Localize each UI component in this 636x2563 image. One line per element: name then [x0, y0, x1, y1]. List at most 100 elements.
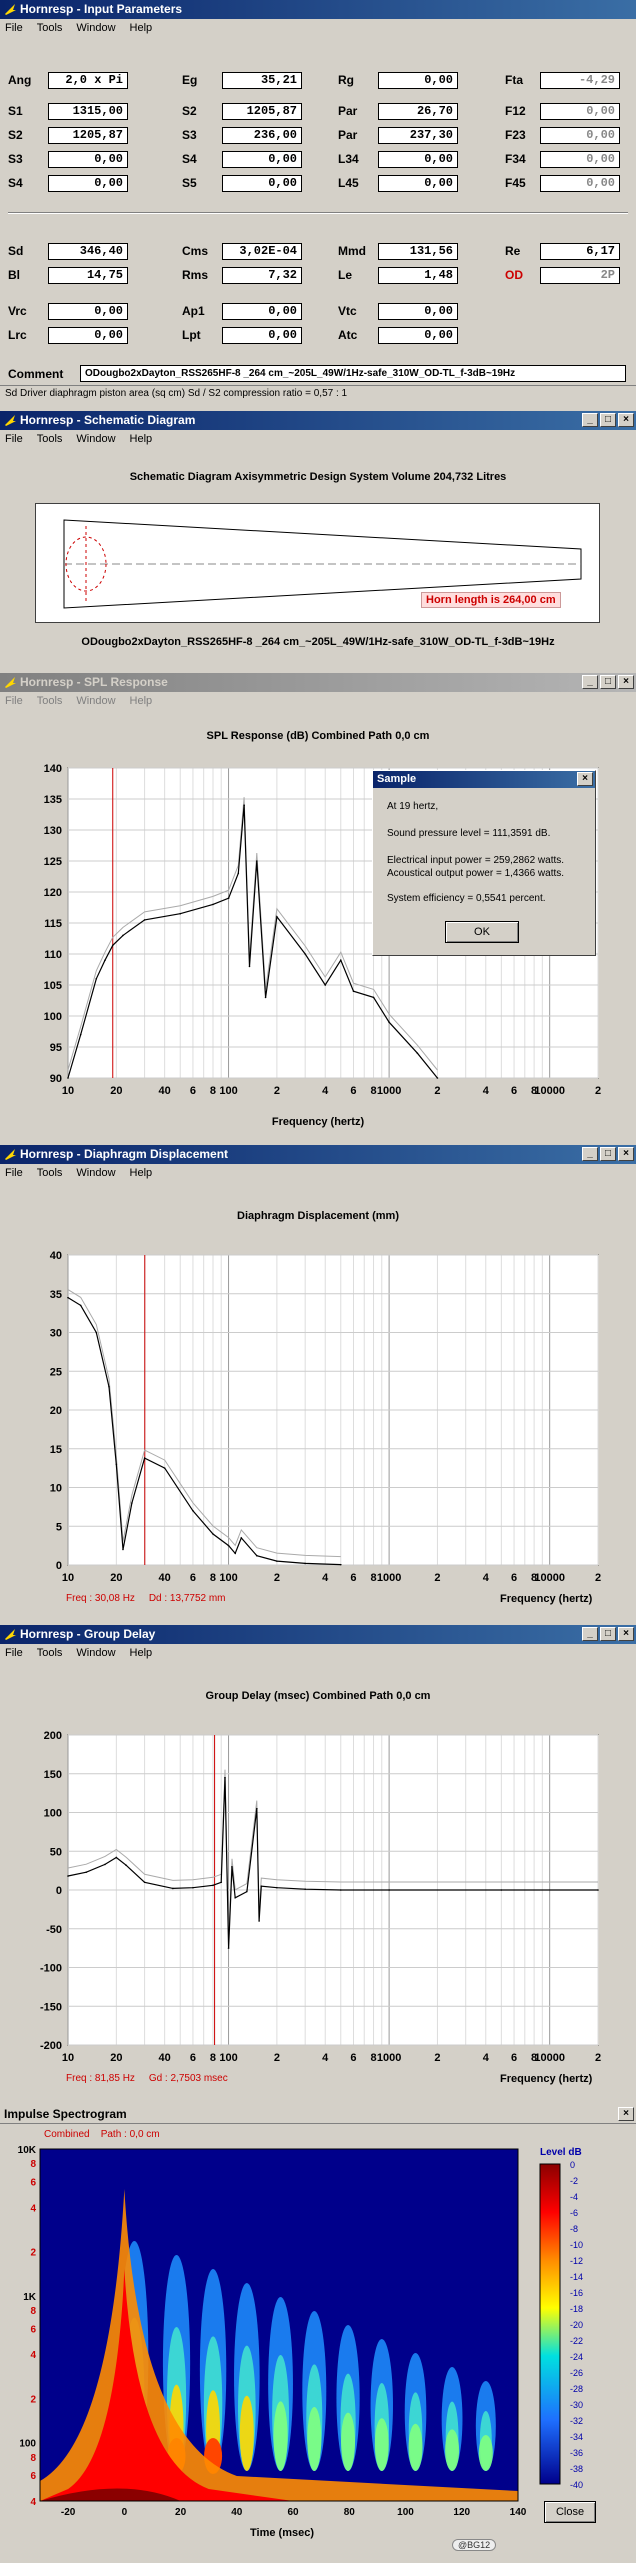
minimize-button[interactable]: _: [582, 675, 598, 689]
legend-tick-label: -16: [570, 2288, 583, 2298]
legend-tick-label: -38: [570, 2464, 583, 2474]
menu-window[interactable]: Window: [76, 1167, 116, 1179]
param-field[interactable]: 0,00: [540, 175, 620, 192]
param-field[interactable]: 0,00: [540, 151, 620, 168]
maximize-button[interactable]: □: [600, 675, 616, 689]
menu-tools[interactable]: Tools: [36, 1167, 63, 1179]
data-point: [227, 897, 230, 899]
param-field[interactable]: 0,00: [48, 303, 128, 320]
param-field[interactable]: 0,00: [540, 103, 620, 120]
param-field[interactable]: 1315,00: [48, 103, 128, 120]
param-field[interactable]: 0,00: [222, 303, 302, 320]
param-field[interactable]: 0,00: [222, 175, 302, 192]
param-field[interactable]: 0,00: [378, 72, 458, 89]
param-field[interactable]: 1205,87: [222, 103, 302, 120]
param-field[interactable]: 2,0 x Pi: [48, 72, 128, 89]
param-field[interactable]: 1205,87: [48, 127, 128, 144]
close-button[interactable]: ×: [618, 1627, 634, 1641]
menu-tools[interactable]: Tools: [36, 695, 63, 707]
x-tick-label: 6: [350, 2052, 356, 2064]
dialog-close-button[interactable]: ×: [577, 772, 593, 786]
y-tick-label: 25: [50, 1366, 62, 1378]
param-field[interactable]: 26,70: [378, 103, 458, 120]
menu-window[interactable]: Window: [76, 1647, 116, 1659]
param-field[interactable]: 346,40: [48, 243, 128, 260]
minimize-button[interactable]: _: [582, 1627, 598, 1641]
minimize-button[interactable]: _: [582, 413, 598, 427]
param-field[interactable]: 35,21: [222, 72, 302, 89]
param-field[interactable]: 236,00: [222, 127, 302, 144]
comment-field[interactable]: ODougbo2xDayton_RSS265HF-8 _264 cm_~205L…: [80, 365, 626, 382]
param-field[interactable]: 0,00: [378, 327, 458, 344]
menu-bar: File Tools Window Help: [0, 1164, 636, 1183]
maximize-button[interactable]: □: [600, 1627, 616, 1641]
param-field[interactable]: 0,00: [378, 303, 458, 320]
param-field[interactable]: 1,48: [378, 267, 458, 284]
menu-file[interactable]: File: [5, 433, 23, 445]
x-tick-label: 40: [231, 2507, 243, 2518]
param-field[interactable]: 7,32: [222, 267, 302, 284]
param-field[interactable]: 14,75: [48, 267, 128, 284]
menu-window[interactable]: Window: [76, 22, 116, 34]
x-tick-label: 6: [190, 1085, 196, 1097]
param-field[interactable]: 0,00: [540, 127, 620, 144]
close-button[interactable]: ×: [618, 1147, 634, 1161]
menu-help[interactable]: Help: [129, 433, 153, 445]
y-tick-label: 8: [30, 2453, 36, 2464]
y-tick-label: 105: [44, 980, 62, 992]
spectrogram-subtitle: Combined Path : 0,0 cm: [44, 2129, 160, 2140]
close-spectrogram-button[interactable]: Close: [544, 2501, 596, 2523]
x-tick-label: 2: [595, 2052, 601, 2064]
param-field[interactable]: 0,00: [378, 175, 458, 192]
menu-help[interactable]: Help: [129, 695, 153, 707]
menu-window[interactable]: Window: [76, 695, 116, 707]
menu-tools[interactable]: Tools: [36, 22, 63, 34]
legend-tick-label: -10: [570, 2240, 583, 2250]
param-field[interactable]: 131,56: [378, 243, 458, 260]
data-point: [67, 1296, 69, 1299]
menu-file[interactable]: File: [5, 22, 23, 34]
param-field[interactable]: -4,29: [540, 72, 620, 89]
menu-file[interactable]: File: [5, 1167, 23, 1179]
ok-button[interactable]: OK: [445, 921, 519, 943]
close-button[interactable]: ×: [618, 675, 634, 689]
y-tick-label: 100: [44, 1808, 62, 1820]
data-point: [231, 1865, 233, 1868]
param-field[interactable]: 3,02E-04: [222, 243, 302, 260]
menu-help[interactable]: Help: [129, 22, 153, 34]
param-field[interactable]: 0,00: [378, 151, 458, 168]
horn-length-label: Horn length is 264,00 cm: [421, 592, 561, 608]
param-field[interactable]: 0,00: [222, 151, 302, 168]
data-point: [276, 1560, 278, 1562]
data-point: [352, 990, 355, 992]
menu-help[interactable]: Help: [129, 1167, 153, 1179]
x-tick-label: 40: [159, 1085, 171, 1097]
param-field[interactable]: 0,00: [48, 175, 128, 192]
spectrogram-window: Impulse Spectrogram × Combined Path : 0,…: [0, 2105, 636, 2563]
minimize-button[interactable]: _: [582, 1147, 598, 1161]
param-field[interactable]: 237,30: [378, 127, 458, 144]
param-field[interactable]: 2P: [540, 267, 620, 284]
menu-file[interactable]: File: [5, 1647, 23, 1659]
menu-help[interactable]: Help: [129, 1647, 153, 1659]
y-tick-label: 30: [50, 1328, 62, 1340]
x-tick-label: 6: [190, 1572, 196, 1584]
legend-tick-label: -14: [570, 2272, 583, 2282]
close-button[interactable]: ×: [618, 2107, 634, 2121]
data-point: [212, 903, 214, 906]
schematic-heading: Schematic Diagram Axisymmetric Design Sy…: [129, 471, 507, 483]
menu-file[interactable]: File: [5, 695, 23, 707]
close-button[interactable]: ×: [618, 413, 634, 427]
maximize-button[interactable]: □: [600, 413, 616, 427]
menu-tools[interactable]: Tools: [36, 1647, 63, 1659]
data-point: [246, 1890, 248, 1893]
param-field[interactable]: 0,00: [48, 327, 128, 344]
param-field[interactable]: 0,00: [48, 151, 128, 168]
x-tick-label: 6: [350, 1085, 356, 1097]
menu-tools[interactable]: Tools: [36, 433, 63, 445]
watermark: @BG12: [452, 2539, 497, 2551]
menu-window[interactable]: Window: [76, 433, 116, 445]
maximize-button[interactable]: □: [600, 1147, 616, 1161]
param-field[interactable]: 6,17: [540, 243, 620, 260]
param-field[interactable]: 0,00: [222, 327, 302, 344]
